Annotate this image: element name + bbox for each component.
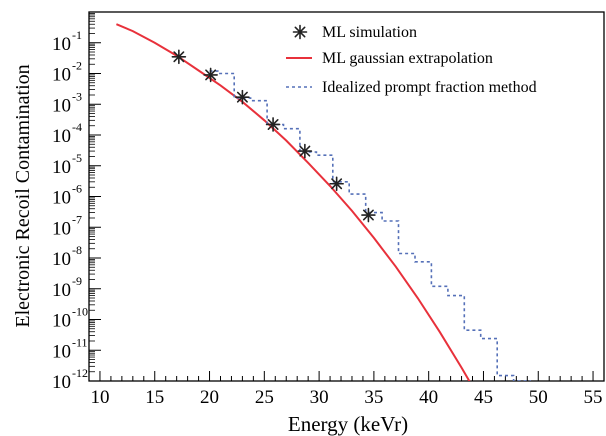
data-point-ml-simulation	[203, 67, 218, 83]
y-tick-label: 10	[52, 311, 71, 332]
x-tick-label: 45	[474, 387, 493, 408]
y-tick-exponent: -5	[72, 151, 82, 165]
y-tick-exponent: -11	[72, 335, 88, 349]
x-tick-label: 20	[200, 387, 219, 408]
series-layer	[116, 23, 531, 381]
legend-label: Idealized prompt fraction method	[322, 79, 537, 96]
data-point-ml-simulation	[361, 207, 376, 223]
x-tick-label: 15	[145, 387, 164, 408]
x-tick-label: 10	[90, 387, 109, 408]
plot-frame	[88, 11, 605, 382]
y-tick-label: 10	[52, 280, 71, 301]
data-point-ml-simulation	[235, 89, 250, 105]
y-tick-label: 10	[52, 372, 71, 393]
x-axis-ticks: 10 15 20 25 30 35 40 45 50 55	[90, 371, 603, 408]
legend-label: ML gaussian extrapolation	[322, 50, 493, 67]
y-tick-label: 10	[52, 157, 71, 178]
x-tick-label: 25	[255, 387, 274, 408]
y-tick-exponent: -1	[72, 28, 82, 42]
y-tick-label: 10	[52, 126, 71, 147]
y-tick-label: 10	[52, 218, 71, 239]
x-tick-label: 35	[364, 387, 383, 408]
plot-area-border	[88, 11, 605, 382]
x-tick-label: 30	[310, 387, 329, 408]
legend-marker-ml-simulation	[292, 24, 308, 40]
x-tick-label: 40	[419, 387, 438, 408]
x-tick-label: 50	[529, 387, 548, 408]
y-tick-exponent: -2	[72, 59, 82, 73]
y-axis-ticks: 10 -110 -210 -310 -410 -510 -610 -710 -810 -910 -1…	[52, 13, 101, 393]
y-tick-exponent: -6	[72, 182, 82, 196]
y-tick-exponent: -3	[72, 89, 82, 103]
y-tick-exponent: -8	[72, 243, 82, 257]
data-point-ml-simulation	[265, 117, 281, 132]
y-axis-label: Electronic Recoil Contamination	[12, 64, 34, 327]
y-tick-label: 10	[52, 65, 71, 86]
x-tick-label: 55	[584, 387, 603, 408]
y-tick-exponent: -12	[72, 366, 88, 380]
y-tick-label: 10	[52, 34, 71, 55]
y-tick-exponent: -9	[72, 274, 82, 288]
y-tick-label: 10	[52, 95, 71, 116]
legend-label: ML simulation	[322, 24, 417, 41]
data-point-ml-simulation	[171, 49, 187, 65]
y-tick-exponent: -4	[72, 120, 82, 134]
data-point-ml-simulation	[297, 143, 313, 159]
y-tick-label: 10	[52, 249, 71, 270]
y-tick-label: 10	[52, 188, 71, 209]
x-axis-label: Energy (keVr)	[288, 412, 408, 436]
series-line-prompt-fraction	[209, 70, 531, 381]
y-tick-exponent: -7	[72, 212, 82, 226]
y-tick-label: 10	[52, 341, 71, 362]
y-tick-exponent: -10	[72, 305, 88, 319]
legend: ML simulation ML gaussian extrapolation Id…	[286, 24, 537, 96]
data-point-ml-simulation	[329, 176, 344, 192]
